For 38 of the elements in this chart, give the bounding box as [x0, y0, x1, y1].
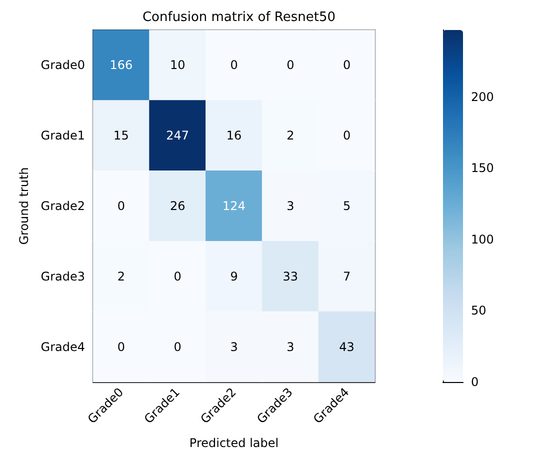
data-label: 16: [226, 128, 242, 143]
chart-title: Confusion matrix of Resnet50: [142, 10, 336, 25]
x-axis-title: Predicted label: [189, 436, 279, 450]
y-tick-label: Grade1: [40, 128, 85, 143]
data-label: 33: [282, 269, 298, 284]
data-label: 124: [222, 199, 246, 213]
data-label: 3: [230, 340, 238, 354]
color-bar-label: 100: [471, 232, 494, 246]
data-label: 2: [117, 269, 126, 284]
y-tick-label: Grade0: [40, 58, 85, 72]
data-label: 0: [342, 58, 351, 72]
y-axis-title: Ground truth: [16, 167, 31, 245]
data-label: 7: [342, 269, 351, 284]
data-label: 5: [342, 199, 351, 213]
data-label: 0: [174, 340, 182, 354]
y-tick-label: Grade3: [40, 269, 85, 284]
data-label: 10: [170, 58, 186, 72]
data-label: 0: [342, 128, 351, 143]
y-tick-label: Grade4: [40, 340, 85, 354]
data-label: 43: [339, 340, 354, 354]
data-label: 2: [286, 128, 294, 143]
data-label: 3: [286, 199, 294, 213]
data-label: 247: [166, 128, 190, 143]
data-label: 166: [110, 58, 133, 72]
color-bar-label: 150: [471, 161, 494, 176]
color-bar-label: 200: [471, 90, 494, 104]
data-label: 26: [170, 199, 186, 213]
color-bar-label: 50: [471, 304, 486, 318]
data-label: 0: [174, 269, 182, 284]
y-tick-label: Grade2: [40, 199, 85, 213]
data-label: 0: [117, 199, 126, 213]
data-label: 3: [286, 340, 294, 354]
data-label: 15: [114, 128, 129, 143]
data-label: 0: [117, 340, 126, 354]
data-label: 0: [286, 58, 294, 72]
color-bar-label: 0: [471, 375, 479, 389]
data-label: 9: [230, 269, 238, 284]
data-label: 0: [230, 58, 238, 72]
